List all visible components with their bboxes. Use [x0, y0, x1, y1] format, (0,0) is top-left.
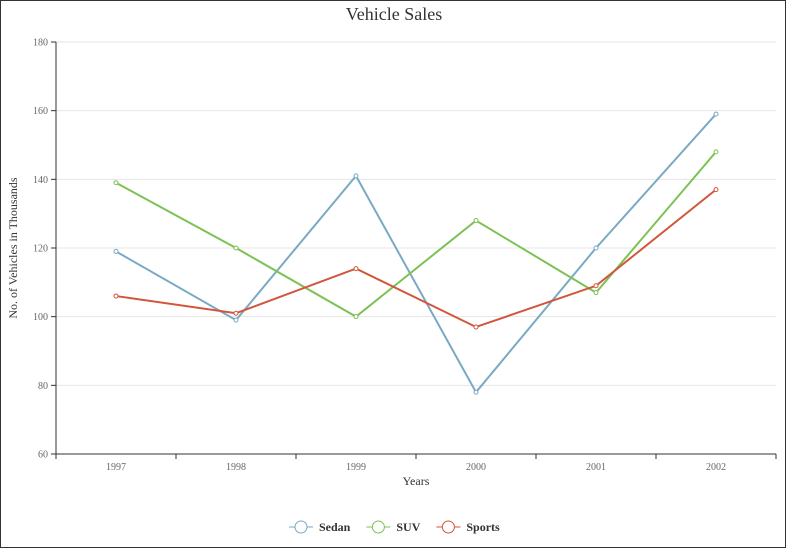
y-tick-label: 60 — [38, 450, 48, 461]
data-point-sports — [113, 293, 119, 299]
data-point-suv — [473, 218, 479, 224]
tick-labels: 60 80 100 120 140 160 180 1997 1998 1999 2000 2001 2… — [33, 38, 726, 474]
x-axis-label: Years — [403, 474, 430, 488]
data-point-suv — [233, 245, 239, 251]
data-point-sports — [593, 283, 599, 289]
x-tick-label: 2001 — [586, 462, 606, 473]
legend-marker-sports — [441, 520, 455, 534]
legend-label-sports: Sports — [466, 520, 500, 534]
data-point-sports — [233, 310, 239, 316]
x-tick-label: 1998 — [226, 462, 246, 473]
y-axis-label: No. of Vehicles in Thousands — [6, 177, 20, 319]
series-line-suv — [115, 151, 717, 318]
x-tick-label: 2002 — [706, 462, 726, 473]
series-line-sports — [115, 188, 717, 329]
data-point-sports — [713, 187, 719, 193]
data-point-sedan — [353, 173, 359, 179]
grid-lines — [56, 41, 776, 455]
y-tick-label: 80 — [38, 381, 48, 392]
data-point-sedan — [233, 317, 239, 323]
data-point-suv — [593, 290, 599, 296]
y-tick-label: 140 — [33, 175, 48, 186]
y-tick-label: 180 — [33, 38, 48, 49]
data-point-sedan — [713, 111, 719, 117]
data-point-sedan — [473, 389, 479, 395]
legend-label-suv: SUV — [396, 520, 420, 534]
axes — [51, 41, 777, 459]
legend: Sedan SUV Sports — [289, 520, 500, 534]
data-point-suv — [113, 180, 119, 186]
data-point-suv — [353, 314, 359, 320]
data-point-sports — [473, 324, 479, 330]
series-line-sedan — [115, 113, 717, 394]
data-point-sedan — [113, 248, 119, 254]
y-tick-label: 160 — [33, 106, 48, 117]
data-point-sports — [353, 266, 359, 272]
legend-marker-suv — [371, 520, 385, 534]
chart-title: Vehicle Sales — [346, 4, 442, 24]
x-tick-label: 1997 — [106, 462, 126, 473]
x-tick-label: 1999 — [346, 462, 366, 473]
y-tick-label: 120 — [33, 244, 48, 255]
y-tick-label: 100 — [33, 312, 48, 323]
legend-label-sedan: Sedan — [319, 520, 351, 534]
series-group — [113, 111, 719, 395]
x-tick-label: 2000 — [466, 462, 486, 473]
legend-marker-sedan — [294, 520, 308, 534]
data-point-sedan — [593, 245, 599, 251]
data-point-suv — [713, 149, 719, 155]
